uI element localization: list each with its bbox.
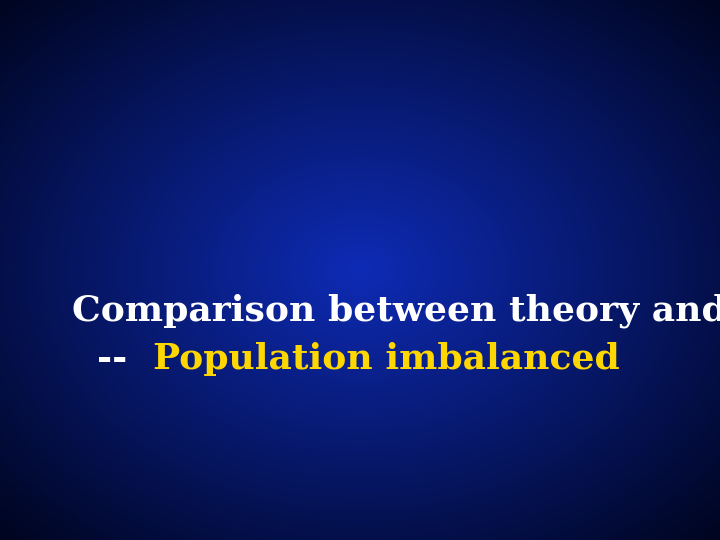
Text: Population imbalanced: Population imbalanced: [153, 342, 619, 376]
Text: Comparison between theory and experiment: Comparison between theory and experiment: [72, 293, 720, 328]
Text: --: --: [97, 342, 140, 376]
